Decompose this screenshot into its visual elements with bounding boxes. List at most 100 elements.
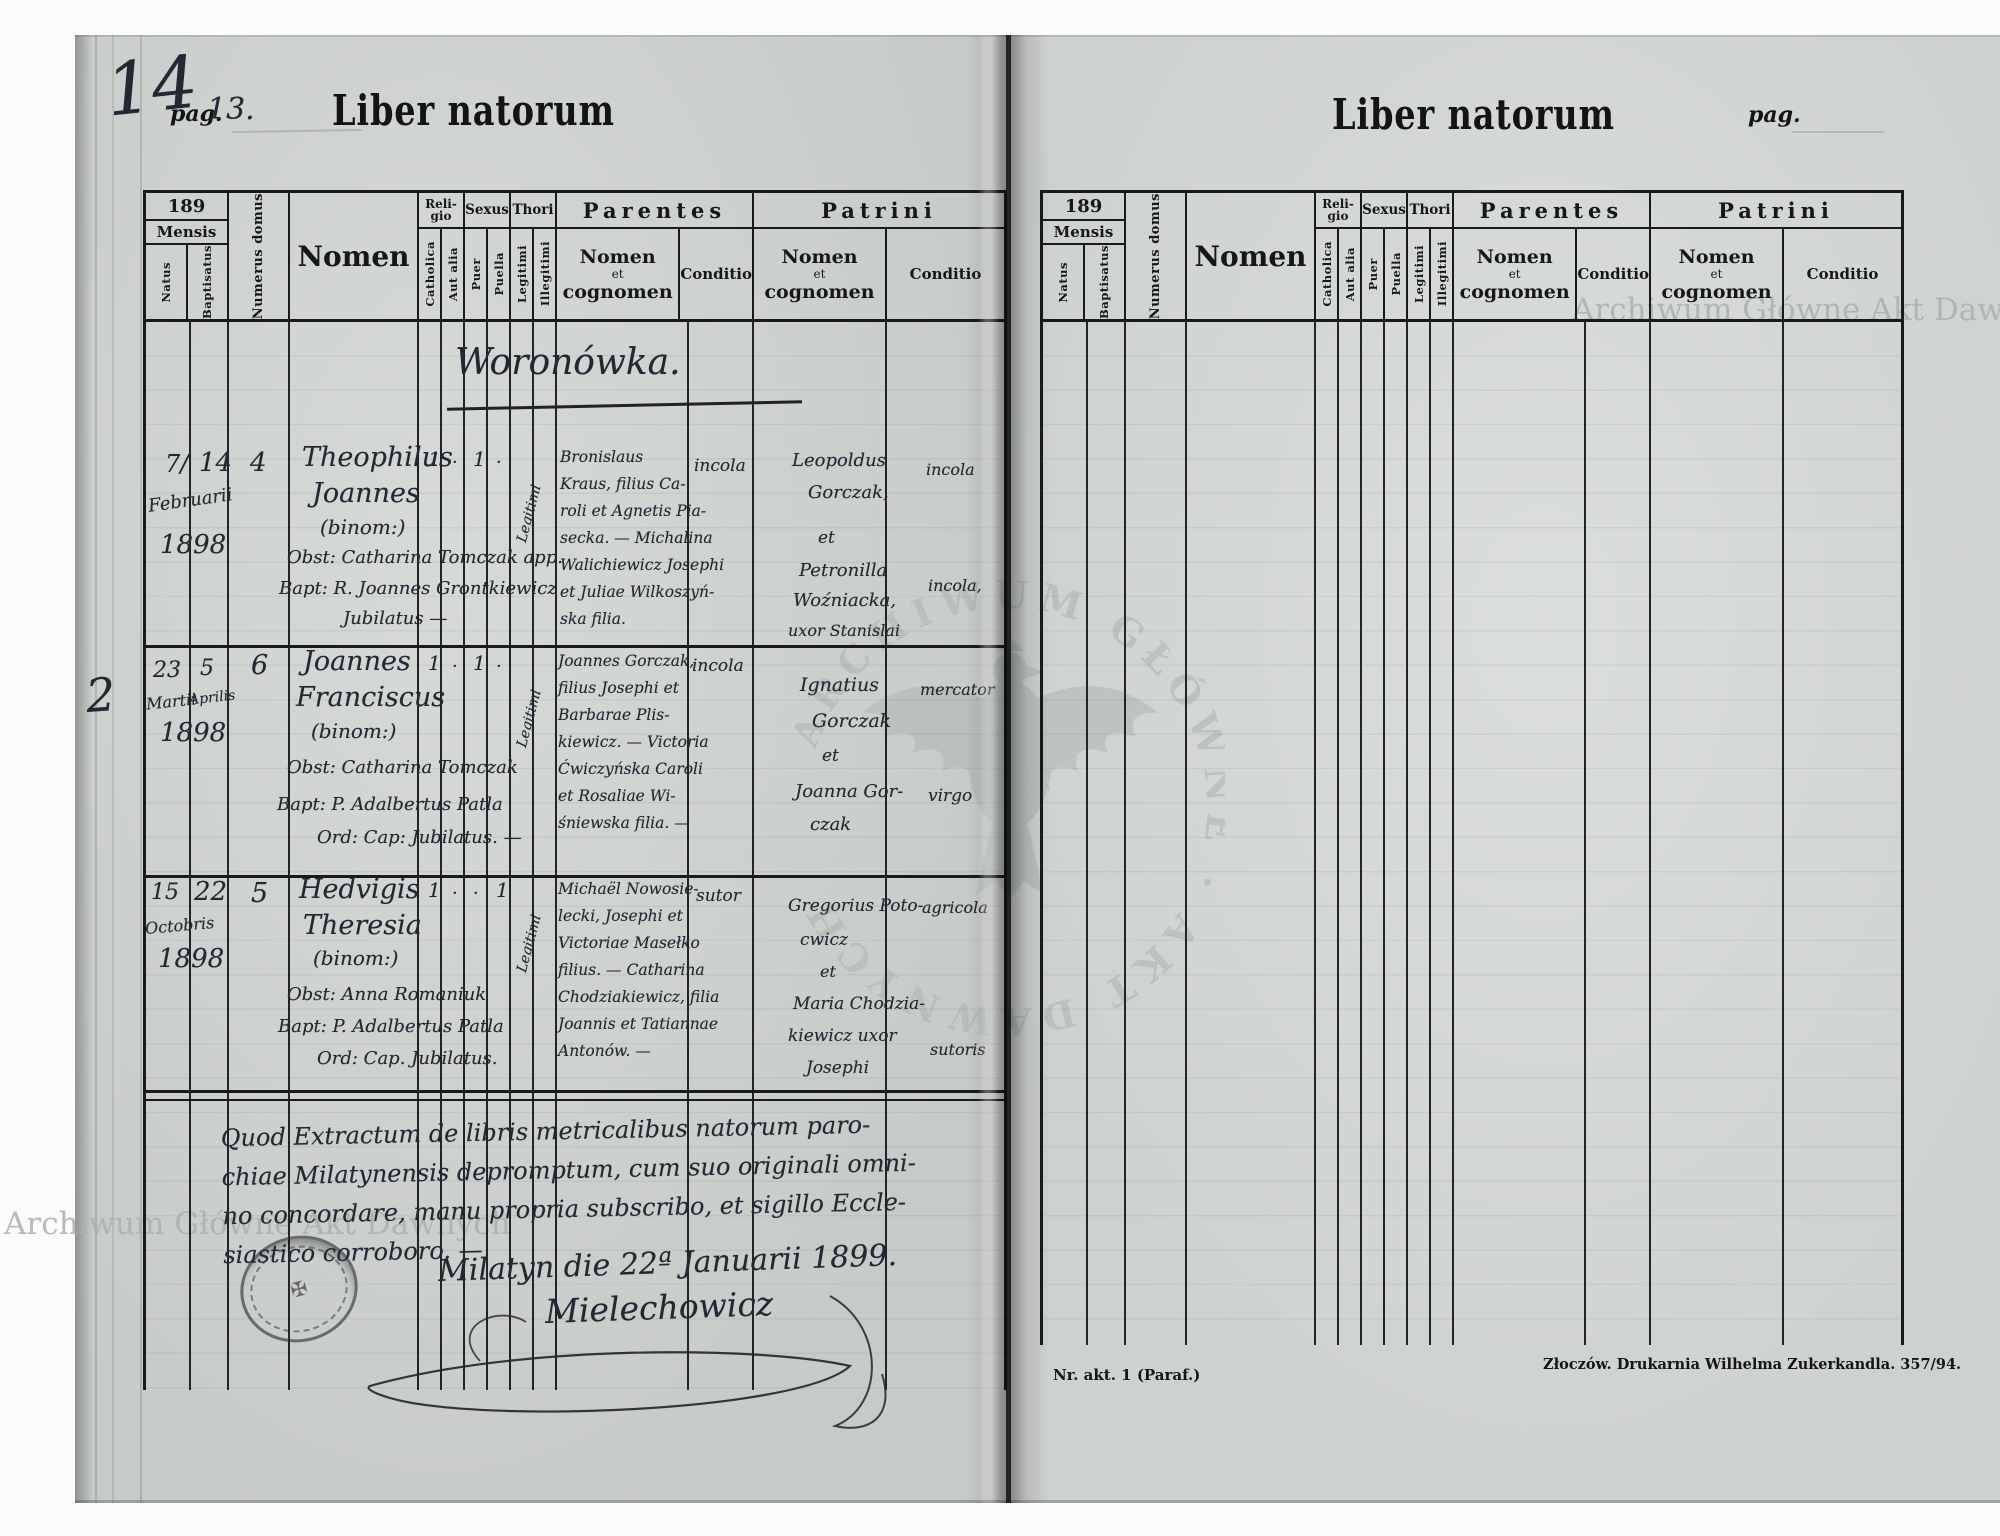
header-natus: Natus <box>158 261 173 303</box>
patrini-line: kiewicz uxor <box>788 1026 897 1046</box>
record-ordo: Ord: Cap. Jubilatus. <box>317 1048 498 1069</box>
header-col-nomen: Nomen <box>1187 193 1316 319</box>
header-sexus: Sexus <box>1362 193 1406 229</box>
table-header: 189 Mensis Natus Baptisatus Numerus domu… <box>1040 190 1904 322</box>
parentes-line: roli et Agnetis Pia- <box>560 502 707 520</box>
header-col-nomen: Nomen <box>290 193 419 319</box>
header-illegitimi: Illegitimi <box>537 241 552 307</box>
patrini-line: Ignatius <box>800 674 879 696</box>
header-patrini-cognomen: cognomen <box>1661 280 1772 303</box>
header-catholica: Catholica <box>422 241 437 307</box>
parentes-line: et Juliae Wilkoszyń- <box>560 583 715 601</box>
header-patrini: Patrini <box>754 193 1004 229</box>
parentes-line: Joannes Gorczak, <box>558 652 695 670</box>
parentes-line: Antonów. — <box>558 1042 651 1060</box>
patrini-line: Woźniacka, <box>793 590 897 611</box>
header-col-patrini: Patrini Nomen et cognomen Conditio <box>1651 193 1901 319</box>
header-parentes-conditio: Conditio <box>1577 265 1649 283</box>
mark-puella: · <box>496 452 502 473</box>
header-col-thori: Thori Legitimi Illegitimi <box>511 193 557 319</box>
header-sexus: Sexus <box>465 193 509 229</box>
header-parentes: Parentes <box>557 193 752 229</box>
record-parentes-block: Bronislaus Kraus, filius Ca- roli et Agn… <box>560 444 724 633</box>
header-col-parentes: Parentes Nomen et cognomen Conditio <box>557 193 754 319</box>
row-separator <box>143 1090 1007 1093</box>
header-col-parentes: Parentes Nomen et cognomen Conditio <box>1454 193 1651 319</box>
patrini-line: et <box>820 962 836 981</box>
archive-watermark-text-bottom-left: Archiwum Główne Akt Dawnych <box>4 1206 511 1242</box>
table-header: 189 Mensis Natus Baptisatus Numerus domu… <box>143 190 1007 322</box>
patrini-line: Gorczak, <box>808 482 889 503</box>
header-parentes-et: et <box>611 266 624 281</box>
record-natus-day: 23 <box>153 658 181 683</box>
record-natus-day: 7/ <box>165 450 189 478</box>
row-separator-double <box>143 1099 1007 1101</box>
header-col-domus: Numerus domus <box>229 193 290 319</box>
patrini-line: Joanna Gor- <box>795 781 904 802</box>
parentes-line: Bronislaus <box>560 448 644 466</box>
form-number-footnote: Nr. akt. 1 (Paraf.) <box>1053 1366 1201 1384</box>
mark-aut-alia: · <box>452 452 458 473</box>
header-col-patrini: Patrini Nomen et cognomen Conditio <box>754 193 1004 319</box>
patrini-line: Josephi <box>806 1058 870 1078</box>
record-patrini-conditio: incola <box>926 460 975 479</box>
header-year-prefix: 189 <box>1043 193 1124 222</box>
header-parentes-cognomen: cognomen <box>1459 280 1570 303</box>
header-patrini-et: et <box>1710 266 1723 281</box>
header-catholica: Catholica <box>1319 241 1334 307</box>
signature-flourish <box>367 1295 887 1429</box>
header-parentes-nomen: Nomen <box>1476 245 1553 268</box>
header-legitimi: Legitimi <box>1411 244 1426 304</box>
header-patrini-nomen: Nomen <box>1678 245 1755 268</box>
pag-label-right: pag. <box>1748 102 1801 128</box>
parentes-line: filius. — Catharina <box>558 961 705 979</box>
record-obstetrix: Obst: Catharina Tomczak app. <box>287 547 563 568</box>
margin-entry-number: 2 <box>84 667 118 723</box>
mark-catholica: 1 <box>428 447 441 471</box>
patrini-line: Petronilla <box>799 560 888 581</box>
mark-puella: 1 <box>496 878 509 902</box>
header-aut-alia: Aut alia <box>1342 246 1357 302</box>
record-natus-day: 15 <box>151 880 179 905</box>
mark-aut-alia: · <box>452 883 458 904</box>
parentes-line: Kraus, filius Ca- <box>560 475 686 493</box>
record-baptizans-note: Jubilatus — <box>343 608 448 629</box>
mark-puella: · <box>496 656 502 677</box>
header-patrini-et: et <box>813 266 826 281</box>
record-baptisatus-day: 5 <box>200 656 214 681</box>
mark-puer: 1 <box>473 651 486 675</box>
record-baptizans: Bapt: R. Joannes Grontkiewicz <box>279 578 557 599</box>
priest-signature: Mielechowicz <box>544 1284 774 1331</box>
record-name-line: Theresia <box>303 910 422 941</box>
record-obstetrix: Obst: Catharina Tomczak <box>287 757 518 778</box>
patrini-line: czak <box>810 814 852 835</box>
record-parentes-conditio: sutor <box>696 886 741 906</box>
header-parentes-nomen: Nomen <box>579 245 656 268</box>
header-col-domus: Numerus domus <box>1126 193 1187 319</box>
record-name-note: (binom:) <box>311 719 397 743</box>
header-religio-line1: Reli- <box>1322 197 1354 211</box>
record-name-line: Joannes <box>303 646 411 677</box>
record-name-line: Theophilus <box>302 442 453 473</box>
header-parentes-conditio: Conditio <box>680 265 752 283</box>
patrini-line: Gorczak <box>812 710 892 732</box>
header-patrini-nomen: Nomen <box>781 245 858 268</box>
parentes-line: Barbarae Plis- <box>558 706 670 724</box>
parentes-line: śniewska filia. — <box>558 814 690 832</box>
patrini-line: uxor Stanislai <box>788 621 901 640</box>
record-patrini-conditio: virgo <box>928 786 973 806</box>
pag-number-left: 13. <box>207 92 255 127</box>
archive-watermark-text-top-right: Archiwum Główne Akt Dawnych <box>1572 292 2000 328</box>
header-numerus-domus: Numerus domus <box>1148 193 1163 320</box>
header-patrini: Patrini <box>1651 193 1901 229</box>
header-legitimi: Legitimi <box>514 244 529 304</box>
record-patrini-conditio: sutoris <box>930 1040 986 1059</box>
header-puella: Puella <box>1388 252 1403 296</box>
header-numerus-domus: Numerus domus <box>251 193 266 320</box>
mark-catholica: 1 <box>428 651 441 675</box>
header-baptisatus: Baptisatus <box>1097 245 1112 319</box>
table-body-right <box>1040 322 1904 1345</box>
header-thori: Thori <box>1408 193 1452 229</box>
patrini-line: et <box>822 746 839 766</box>
record-year: 1898 <box>160 530 227 560</box>
